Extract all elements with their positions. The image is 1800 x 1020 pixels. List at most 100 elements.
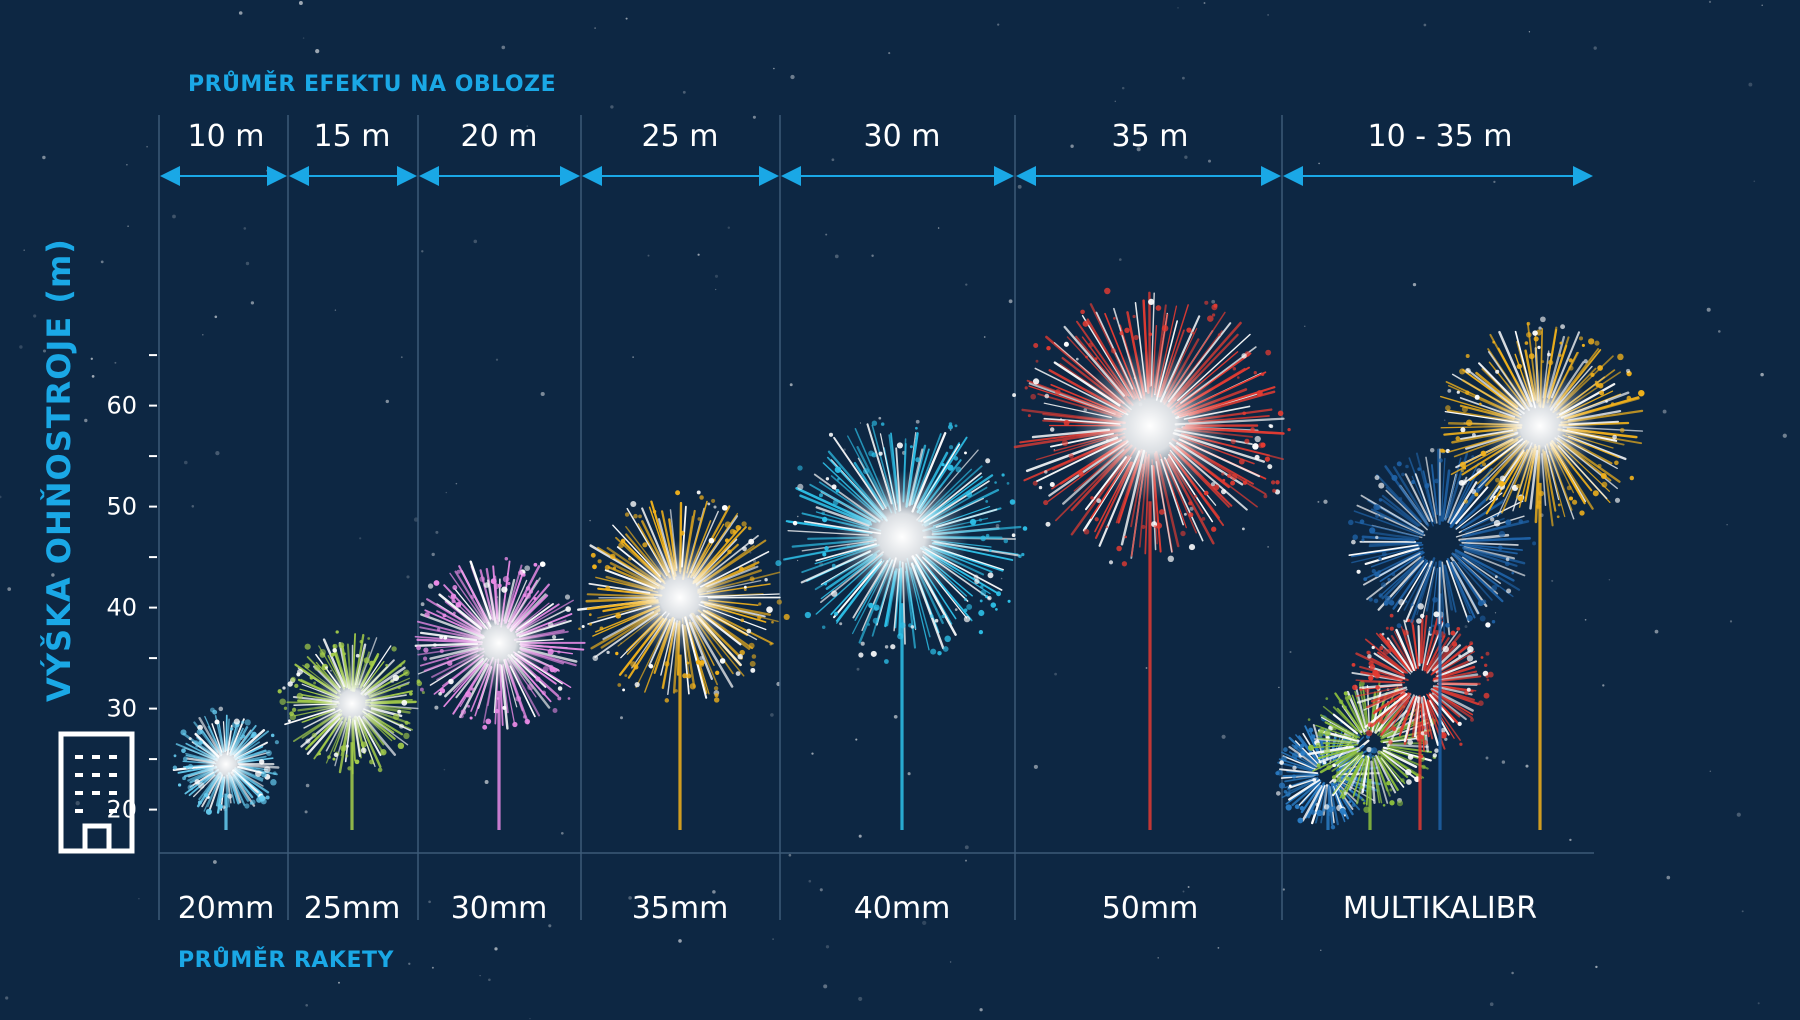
star: [997, 23, 1000, 26]
burst-ray: [1370, 692, 1410, 728]
star: [620, 716, 623, 720]
burst-spark: [1380, 582, 1387, 588]
effect-diameter-label: 10 m: [188, 119, 265, 154]
burst-spark: [1279, 760, 1284, 765]
star: [146, 145, 148, 148]
burst-ray: [1377, 750, 1409, 779]
burst-spark: [1367, 722, 1373, 728]
burst-ray: [1379, 551, 1425, 583]
burst-spark: [265, 795, 270, 800]
burst-spark: [750, 667, 756, 673]
burst-spark: [1459, 461, 1466, 468]
burst-spark: [1511, 571, 1514, 575]
burst-spark: [318, 752, 322, 756]
rocket-trail: [497, 690, 501, 830]
burst-spark: [397, 709, 402, 714]
burst-spark: [1482, 670, 1489, 677]
burst-ray: [1296, 781, 1322, 809]
burst-spark: [1451, 641, 1458, 647]
star: [334, 309, 337, 311]
burst-spark: [748, 538, 755, 545]
burst-spark: [433, 580, 440, 586]
burst-spark: [1568, 358, 1573, 363]
star: [1760, 372, 1764, 377]
y-tick-label: 30: [106, 695, 137, 723]
burst-spark: [1343, 705, 1347, 710]
burst-spark: [1505, 519, 1512, 526]
burst-ray: [1288, 745, 1319, 768]
burst-ray: [1332, 713, 1359, 735]
burst-spark: [618, 542, 624, 549]
burst-spark: [831, 563, 836, 568]
burst-spark: [741, 521, 747, 527]
burst-spark: [1467, 646, 1474, 653]
burst-ray: [1446, 558, 1476, 619]
burst-spark: [1346, 695, 1352, 701]
burst-core: [313, 664, 391, 743]
burst-spark: [1316, 809, 1323, 817]
burst-spark: [421, 690, 425, 695]
burst-spark: [835, 488, 840, 493]
burst-spark: [404, 720, 409, 725]
burst-ray: [1356, 686, 1408, 704]
burst-spark: [860, 641, 865, 646]
burst-ray: [1364, 547, 1420, 565]
burst-spark: [1300, 750, 1306, 756]
burst-spark: [197, 800, 202, 805]
burst-spark: [1030, 393, 1037, 400]
burst-spark: [442, 613, 447, 618]
burst-ray: [1389, 700, 1410, 731]
star: [1136, 147, 1141, 152]
burst-spark: [686, 673, 692, 679]
burst-spark: [633, 513, 638, 519]
burst-spark: [1478, 700, 1484, 706]
burst-core: [622, 540, 738, 655]
burst-spark: [941, 462, 945, 467]
star: [647, 254, 650, 257]
burst-spark: [880, 422, 885, 426]
burst-spark: [416, 645, 422, 651]
effect-diameter-label: 15 m: [314, 119, 391, 154]
burst-spark: [507, 581, 511, 586]
burst-spark: [1242, 480, 1248, 485]
burst-spark: [423, 647, 429, 653]
burst-spark: [195, 744, 199, 748]
burst-ray: [1421, 614, 1428, 664]
star: [594, 27, 596, 29]
rocket-trail: [224, 793, 228, 830]
burst-spark: [459, 714, 464, 719]
burst-ray: [1369, 531, 1419, 541]
burst-spark: [1207, 315, 1214, 322]
burst-spark: [469, 716, 473, 720]
burst-spark: [1009, 499, 1016, 505]
burst-spark: [1378, 557, 1382, 561]
burst-spark: [1490, 517, 1495, 522]
burst-spark: [1110, 348, 1117, 354]
burst-ray: [1422, 617, 1439, 671]
burst-spark: [1183, 512, 1187, 516]
burst-spark: [1343, 691, 1348, 696]
burst-spark: [1344, 694, 1348, 698]
burst-spark: [1080, 309, 1085, 315]
burst-spark: [824, 546, 829, 551]
burst-ray: [1381, 709, 1422, 737]
burst-spark: [1375, 535, 1379, 540]
burst-spark: [1456, 390, 1460, 394]
burst-ray: [1368, 542, 1423, 548]
burst-spark: [539, 561, 546, 568]
burst-spark: [1479, 615, 1486, 622]
burst-spark: [1524, 341, 1529, 345]
star: [1422, 138, 1424, 141]
burst-spark: [1155, 305, 1162, 311]
burst-spark: [1474, 492, 1479, 497]
burst-ray: [1435, 649, 1472, 674]
burst-spark: [622, 688, 626, 692]
burst-spark: [719, 658, 726, 664]
burst-spark: [1288, 784, 1292, 788]
burst-spark: [1220, 488, 1227, 495]
burst-spark: [524, 718, 531, 725]
burst-ray: [1355, 757, 1369, 805]
burst-spark: [1459, 368, 1466, 375]
star: [949, 429, 952, 431]
